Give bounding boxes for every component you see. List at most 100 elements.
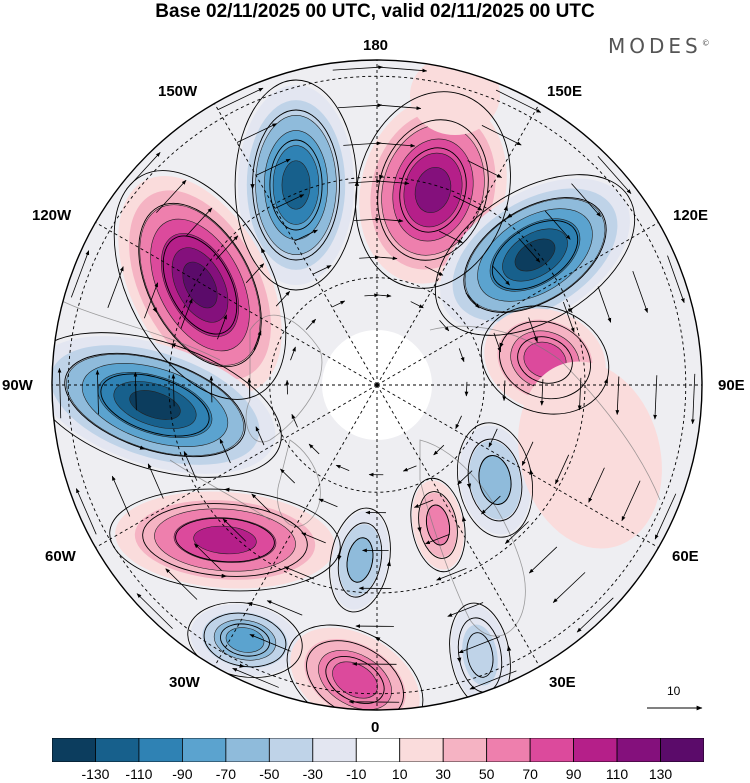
wind-vector — [364, 293, 380, 298]
wind-vector — [353, 217, 381, 222]
anomaly-center-negative — [238, 85, 354, 285]
lon-label-60e: 60E — [672, 548, 699, 565]
wind-vector — [343, 141, 382, 146]
wind-vector — [439, 319, 450, 332]
colorbar-bin — [225, 738, 270, 762]
colorbar-tick-label: 90 — [565, 766, 582, 782]
wind-vector — [467, 160, 503, 178]
wind-vector — [95, 369, 100, 415]
wind-vector — [57, 367, 62, 419]
lon-label-90e: 90E — [718, 377, 745, 394]
wind-vector — [301, 532, 326, 544]
streamline-loop — [434, 174, 636, 336]
wind-vector — [75, 488, 97, 535]
wind-vector — [222, 518, 247, 542]
colorbar-tick-label: -10 — [346, 766, 367, 782]
wind-vector — [413, 499, 434, 508]
reference-vector-label: 10 — [667, 684, 681, 698]
lon-label-30e: 30E — [549, 674, 576, 691]
streamline-loop — [329, 507, 391, 613]
colorbar-bin — [529, 738, 574, 762]
wind-vector — [186, 207, 213, 237]
wind-vector — [402, 465, 417, 472]
wind-vector — [253, 330, 262, 350]
wind-vector — [156, 179, 187, 213]
wind-vector — [209, 375, 214, 403]
wind-vector — [348, 179, 382, 184]
wind-vector — [291, 413, 298, 428]
colorbar-bin — [355, 738, 401, 762]
wind-vector — [667, 255, 685, 304]
wind-vector — [236, 123, 278, 143]
colorbar-bin — [573, 738, 618, 762]
wind-vector — [335, 464, 350, 471]
wind-vector — [654, 493, 677, 540]
colorbar-bin — [486, 738, 531, 762]
meridian-line — [376, 103, 540, 386]
wind-vector — [126, 152, 161, 190]
colorbar-tick-label: 70 — [522, 766, 538, 782]
colorbar-bin — [181, 738, 227, 762]
modes-brand-logo: MODES© — [608, 34, 710, 58]
meridian-line — [95, 222, 378, 386]
wind-vector — [436, 567, 467, 581]
streamlines — [52, 65, 696, 710]
wind-vector — [136, 593, 173, 629]
wind-vector — [183, 450, 198, 481]
wind-vector — [251, 493, 271, 513]
wind-vector — [147, 463, 164, 499]
wind-vector — [455, 415, 462, 430]
wind-vector — [495, 89, 542, 113]
wind-vector — [376, 66, 428, 73]
graticule — [52, 60, 702, 710]
lon-label-120w: 120W — [32, 207, 72, 224]
wind-vector — [376, 104, 422, 111]
wind-vector — [544, 210, 571, 240]
wind-vector — [215, 235, 239, 260]
wind-vector — [458, 348, 465, 363]
wind-vector — [283, 566, 315, 580]
wind-vector — [232, 667, 279, 688]
colorbar-bin — [95, 738, 140, 762]
colorbar-bin — [52, 738, 96, 762]
wind-vector — [453, 195, 483, 211]
coastlines — [59, 299, 661, 637]
colorbar-tick-label: -110 — [125, 766, 153, 782]
wind-vector — [469, 670, 517, 690]
map-border — [51, 59, 703, 711]
colorbar-tick-label: 110 — [605, 766, 629, 782]
colorbar-tick-label: 10 — [391, 766, 408, 782]
wind-vector — [502, 380, 507, 402]
wind-vector — [376, 180, 410, 186]
wind-vector — [318, 498, 338, 508]
wind-vector — [217, 87, 264, 110]
wind-vector — [274, 194, 305, 209]
lon-label-150e: 150E — [547, 83, 583, 100]
wind-vector — [332, 65, 384, 71]
wind-vector — [528, 546, 558, 574]
wind-vector — [410, 301, 424, 309]
wind-vector — [597, 155, 632, 194]
wind-vector — [280, 468, 296, 484]
anomaly-center-negative — [331, 510, 389, 610]
wind-vector — [653, 375, 658, 420]
wind-vector — [249, 634, 291, 652]
map-title: Base 02/11/2025 00 UTC, valid 02/11/2025… — [155, 1, 595, 22]
colorbar-tick-label: -130 — [81, 766, 110, 782]
wind-vector — [621, 480, 641, 522]
brand-text: MODES — [608, 34, 702, 58]
wind-vector — [275, 291, 291, 307]
wind-vector — [143, 282, 159, 319]
wind-vector — [165, 568, 198, 600]
latitude-circle — [67, 75, 687, 695]
lon-label-90w: 90W — [2, 377, 33, 394]
wind-vector — [488, 428, 498, 448]
wind-vector — [111, 475, 131, 517]
meridian-line — [95, 384, 378, 548]
wind-vector — [447, 602, 484, 617]
wind-vector — [133, 371, 138, 411]
wind-vector — [171, 373, 176, 407]
wind-vector — [247, 377, 252, 399]
wind-vector — [518, 237, 541, 263]
